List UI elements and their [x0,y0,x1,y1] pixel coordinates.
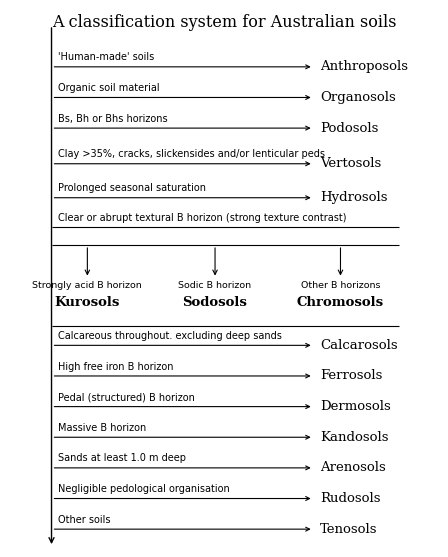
Text: Organic soil material: Organic soil material [58,83,160,93]
Text: Hydrosols: Hydrosols [320,191,388,204]
Text: Clay >35%, cracks, slickensides and/or lenticular peds: Clay >35%, cracks, slickensides and/or l… [58,149,325,159]
Text: Sodic B horizon: Sodic B horizon [178,281,252,290]
Text: Massive B horizon: Massive B horizon [58,423,146,433]
Text: Rudosols: Rudosols [320,492,381,505]
Text: Dermosols: Dermosols [320,400,391,413]
Text: 'Human-made' soils: 'Human-made' soils [58,52,155,62]
Text: Negligible pedological organisation: Negligible pedological organisation [58,484,230,494]
Text: Prolonged seasonal saturation: Prolonged seasonal saturation [58,183,206,193]
Text: Strongly acid B horizon: Strongly acid B horizon [33,281,142,290]
Text: Clear or abrupt textural B horizon (strong texture contrast): Clear or abrupt textural B horizon (stro… [58,213,347,223]
Text: Bs, Bh or Bhs horizons: Bs, Bh or Bhs horizons [58,114,168,124]
Text: Tenosols: Tenosols [320,522,378,536]
Text: Kandosols: Kandosols [320,431,389,444]
Text: Vertosols: Vertosols [320,157,382,170]
Text: Other soils: Other soils [58,515,111,525]
Text: Anthroposols: Anthroposols [320,60,408,74]
Text: Ferrosols: Ferrosols [320,369,383,383]
Text: Sands at least 1.0 m deep: Sands at least 1.0 m deep [58,453,186,463]
Text: A classification system for Australian soils: A classification system for Australian s… [52,14,396,31]
Text: Calcareous throughout. excluding deep sands: Calcareous throughout. excluding deep sa… [58,331,282,341]
Text: Chromosols: Chromosols [297,296,384,309]
Text: Sodosols: Sodosols [183,296,247,309]
Text: Calcarosols: Calcarosols [320,339,398,352]
Text: Podosols: Podosols [320,121,379,135]
Text: Kurosols: Kurosols [55,296,120,309]
Text: Arenosols: Arenosols [320,461,386,475]
Text: Pedal (structured) B horizon: Pedal (structured) B horizon [58,392,195,402]
Text: Other B horizons: Other B horizons [301,281,380,290]
Text: High free iron B horizon: High free iron B horizon [58,361,174,372]
Text: Organosols: Organosols [320,91,396,104]
